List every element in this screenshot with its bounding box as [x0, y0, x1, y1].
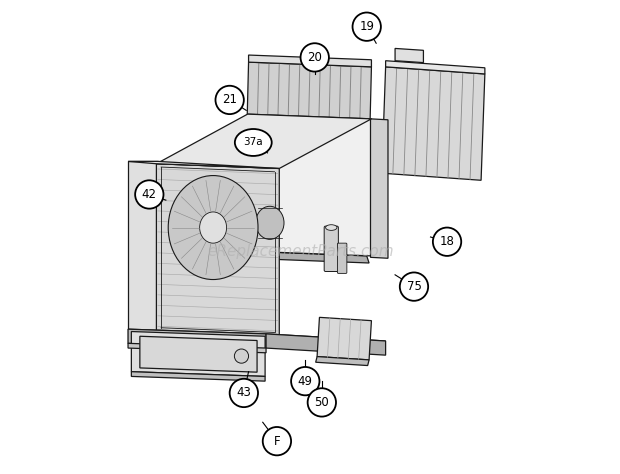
Polygon shape	[128, 343, 266, 353]
Circle shape	[291, 367, 319, 395]
Polygon shape	[128, 161, 279, 168]
Circle shape	[135, 180, 164, 209]
Ellipse shape	[255, 206, 284, 239]
Text: 75: 75	[407, 280, 422, 293]
Polygon shape	[382, 67, 485, 180]
Polygon shape	[156, 164, 279, 336]
Ellipse shape	[235, 129, 272, 156]
Text: 50: 50	[314, 396, 329, 409]
Text: 18: 18	[440, 235, 454, 248]
Polygon shape	[131, 372, 265, 381]
Ellipse shape	[326, 225, 337, 230]
Text: 20: 20	[308, 51, 322, 64]
Polygon shape	[249, 55, 371, 67]
Text: 21: 21	[222, 93, 237, 107]
Circle shape	[308, 388, 336, 417]
Polygon shape	[156, 114, 371, 168]
Circle shape	[353, 12, 381, 41]
Text: 43: 43	[236, 386, 251, 400]
Polygon shape	[128, 329, 266, 348]
Polygon shape	[317, 318, 371, 360]
Circle shape	[301, 43, 329, 72]
Text: F: F	[273, 435, 280, 447]
Text: 19: 19	[359, 20, 374, 33]
Text: 37a: 37a	[244, 137, 263, 147]
Polygon shape	[244, 62, 371, 256]
Polygon shape	[128, 329, 386, 341]
Ellipse shape	[168, 175, 258, 280]
Polygon shape	[128, 161, 158, 343]
Polygon shape	[395, 48, 423, 63]
Circle shape	[263, 427, 291, 456]
Ellipse shape	[200, 212, 226, 243]
Circle shape	[400, 273, 428, 301]
Circle shape	[433, 228, 461, 256]
Text: eReplacementParts.com: eReplacementParts.com	[207, 244, 394, 259]
Polygon shape	[244, 251, 369, 263]
FancyBboxPatch shape	[324, 226, 339, 272]
Polygon shape	[386, 61, 485, 74]
Polygon shape	[131, 331, 265, 376]
FancyBboxPatch shape	[337, 243, 347, 273]
Text: 49: 49	[298, 374, 312, 388]
Circle shape	[229, 379, 258, 407]
Polygon shape	[247, 114, 371, 256]
Polygon shape	[140, 336, 257, 372]
Polygon shape	[316, 356, 369, 365]
Text: 42: 42	[142, 188, 157, 201]
Circle shape	[216, 86, 244, 114]
Polygon shape	[371, 119, 388, 258]
Polygon shape	[266, 334, 386, 355]
Circle shape	[234, 349, 249, 363]
